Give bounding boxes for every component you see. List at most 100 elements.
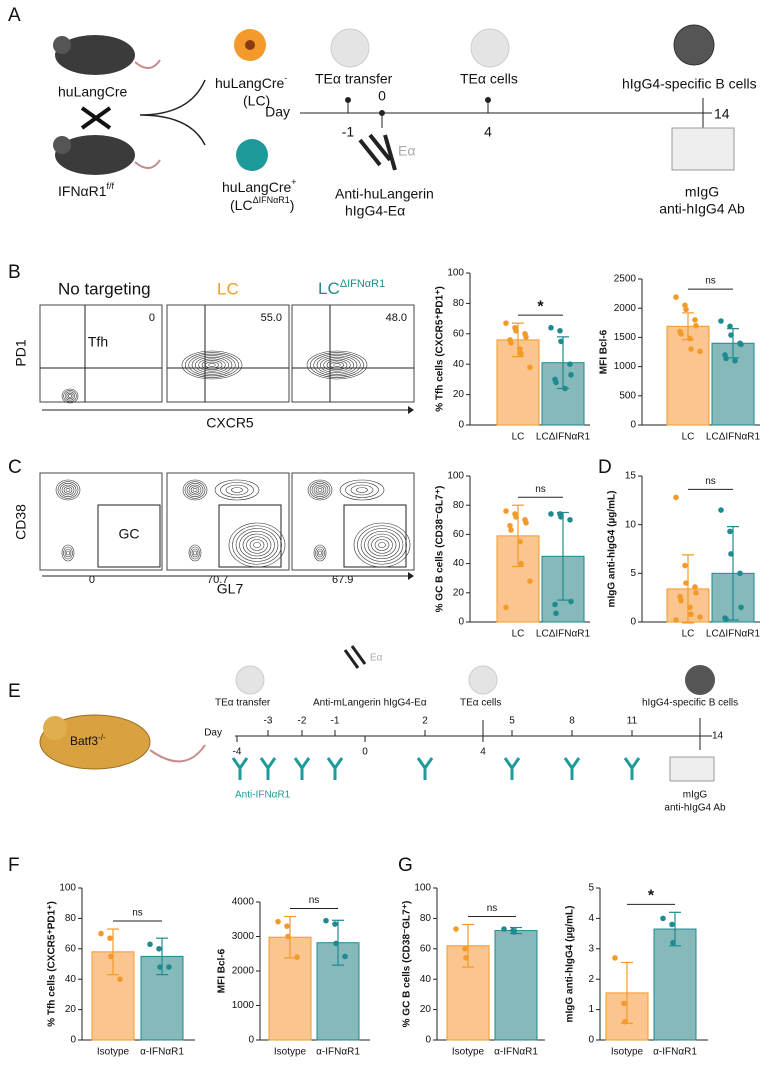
antibody-icon xyxy=(623,757,641,780)
y-tick-label: 3000 xyxy=(232,931,255,942)
bar-chart: 0 20 40 60 80 100% GC B cells (CD38⁻GL7⁺) Isot… xyxy=(402,883,545,1058)
contour xyxy=(63,486,73,494)
data-point xyxy=(553,379,559,386)
flow-frame xyxy=(166,472,290,571)
contour xyxy=(190,486,200,494)
contour xyxy=(186,483,204,497)
data-point xyxy=(718,507,724,513)
cell-icon xyxy=(685,665,715,695)
arrow-head xyxy=(408,406,414,414)
flow-header: No targeting xyxy=(58,279,151,298)
y-tick-label: 40 xyxy=(420,974,432,985)
contour xyxy=(191,548,199,558)
y-tick-label: 80 xyxy=(453,298,465,309)
axis-label: PD1 xyxy=(13,339,29,366)
data-point xyxy=(727,323,733,330)
data-point xyxy=(727,528,733,535)
contour xyxy=(61,388,79,404)
contour xyxy=(313,484,327,496)
contour xyxy=(235,528,279,562)
y-tick-label: 80 xyxy=(65,913,77,924)
antibody-icon xyxy=(259,757,277,780)
data-point xyxy=(517,346,523,352)
data-point xyxy=(507,522,513,529)
bar-chart: 0 20 40 60 80 100% Tfh cells (CXCR5⁺PD1⁺) Isot… xyxy=(47,883,195,1058)
contour xyxy=(307,479,333,501)
gate-value: 0 xyxy=(149,312,155,324)
contour xyxy=(63,546,73,560)
cell-icon xyxy=(468,665,498,695)
data-point xyxy=(738,341,744,348)
axis-label: CXCR5 xyxy=(206,415,254,431)
label: TEα transfer xyxy=(215,698,271,709)
contour xyxy=(225,484,249,496)
contour xyxy=(181,350,243,380)
mouse-icon xyxy=(53,135,161,175)
data-point xyxy=(166,964,172,970)
data-point xyxy=(548,511,554,517)
contour xyxy=(315,486,325,494)
antibody-icon xyxy=(358,133,397,171)
x-tick-label: α-IFNαR1 xyxy=(494,1047,538,1058)
contour xyxy=(313,353,361,377)
antibody-icon xyxy=(326,757,344,780)
y-tick-label: 20 xyxy=(453,389,465,400)
y-tick-label: 100 xyxy=(59,883,76,894)
label: huLangCre- xyxy=(215,73,287,90)
flow-header: LC xyxy=(217,279,239,298)
y-tick-label: 4000 xyxy=(232,897,255,908)
data-point xyxy=(728,551,734,557)
data-point xyxy=(622,1018,628,1025)
data-point xyxy=(683,580,689,586)
x-tick-label: LC xyxy=(682,629,695,640)
y-axis-label: mIgG anti-hIgG4 (µg/mL) xyxy=(565,906,576,1023)
data-point xyxy=(688,346,694,352)
y-tick-label: 2500 xyxy=(614,274,637,285)
y-tick-label: 500 xyxy=(619,390,636,401)
label: IFNαR1f/f xyxy=(58,181,115,198)
y-axis-label: MFI Bcl-6 xyxy=(217,948,228,993)
contour xyxy=(374,539,390,551)
contour xyxy=(239,530,275,560)
contour xyxy=(68,394,72,398)
data-point xyxy=(673,494,679,501)
panel-label: E xyxy=(8,681,21,702)
antibody-icon xyxy=(231,757,249,780)
x-tick-label: α-IFNαR1 xyxy=(653,1047,697,1058)
data-point xyxy=(682,562,688,569)
contour xyxy=(55,479,81,501)
contour xyxy=(357,525,407,565)
contour xyxy=(214,479,260,501)
data-point xyxy=(98,930,104,937)
y-tick-label: 80 xyxy=(453,500,465,511)
gate-label: Tfh xyxy=(88,334,108,350)
panel-label: F xyxy=(8,855,20,876)
cell-icon xyxy=(236,139,268,171)
label: TEα cells xyxy=(460,698,501,709)
contour xyxy=(192,488,198,492)
y-tick-label: 10 xyxy=(625,519,637,530)
gate-value: 55.0 xyxy=(261,312,282,324)
data-point xyxy=(693,322,699,329)
data-point xyxy=(503,604,509,611)
data-point xyxy=(453,926,459,932)
contour xyxy=(367,533,397,557)
contour xyxy=(364,530,400,560)
data-point xyxy=(723,616,729,622)
data-point xyxy=(737,570,743,577)
y-tick-label: 20 xyxy=(453,587,465,598)
flow-frame xyxy=(166,304,290,403)
label: TEα transfer xyxy=(315,71,393,87)
label: Day xyxy=(204,728,222,739)
label: Eα xyxy=(370,653,383,664)
contour xyxy=(309,481,331,499)
contour xyxy=(61,544,75,562)
data-point xyxy=(156,946,162,952)
gate-box xyxy=(97,504,161,568)
bar xyxy=(494,930,538,1041)
contour xyxy=(253,541,261,549)
label: Eα xyxy=(398,143,415,159)
antibody-icon xyxy=(293,757,311,780)
y-tick-label: 60 xyxy=(65,943,77,954)
contour xyxy=(353,522,411,568)
